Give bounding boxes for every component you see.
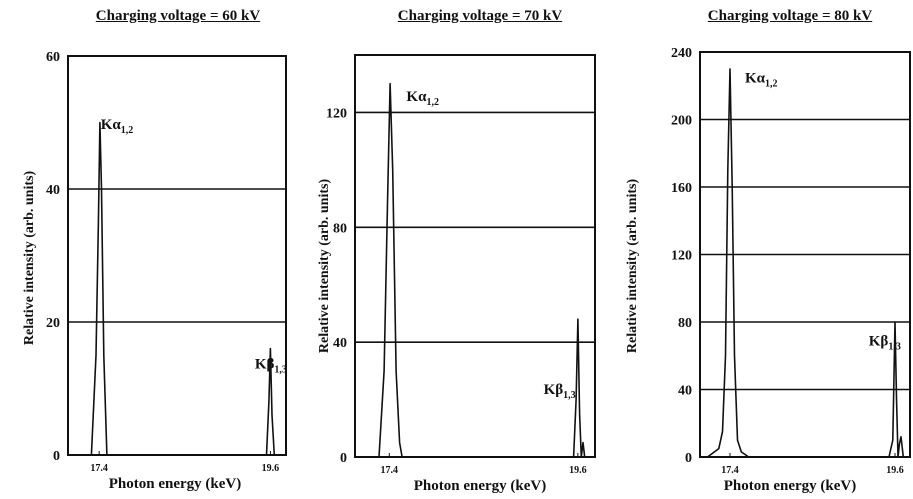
y-tick-label: 80 <box>333 221 347 236</box>
peak-label: Kα1,2 <box>745 70 778 89</box>
y-tick-label: 0 <box>685 451 692 466</box>
peak-label: Kβ1,3 <box>255 357 287 376</box>
x-tick-label: 17.4 <box>90 463 108 474</box>
spectrum-line <box>707 68 907 458</box>
peak-label: Kα1,2 <box>101 117 134 136</box>
x-tick-label: 17.4 <box>721 465 739 476</box>
x-tick-label: 19.6 <box>569 465 587 476</box>
y-tick-label: 60 <box>46 50 60 65</box>
chart-panel-70kv: Charging voltage = 70 kV Relative intens… <box>305 0 605 499</box>
x-tick-label: 19.6 <box>886 465 904 476</box>
plot-frame <box>67 55 287 456</box>
y-tick-label: 120 <box>671 249 692 264</box>
chart-title: Charging voltage = 60 kV <box>95 8 261 24</box>
y-tick-label: 120 <box>326 106 347 121</box>
y-tick-label: 20 <box>46 316 60 331</box>
y-tick-label: 240 <box>671 46 692 61</box>
chart-title: Charging voltage = 80 kV <box>707 8 873 24</box>
y-tick-label: 40 <box>333 336 347 351</box>
plot-area: 0 40 80 120 17.4 19.6 Kα1,2 Kβ1,3 <box>326 54 596 476</box>
x-tick-label: 17.4 <box>381 465 399 476</box>
x-tick-label: 19.6 <box>262 463 280 474</box>
peak-label: Kα1,2 <box>406 89 439 108</box>
peak-label: Kβ1,3 <box>869 334 901 353</box>
y-tick-label: 0 <box>53 449 60 464</box>
y-tick-label: 0 <box>340 451 347 466</box>
plot-area: 0 20 40 60 17.4 19.6 Kα1,2 Kβ1,3 <box>46 50 287 474</box>
spectrum-line <box>90 121 276 456</box>
chart-title: Charging voltage = 70 kV <box>397 8 563 24</box>
chart-panel-80kv: Charging voltage = 80 kV Relative intens… <box>615 0 913 499</box>
peak-label: Kβ1,3 <box>544 382 576 401</box>
x-axis-label: Photon energy (keV) <box>108 476 242 492</box>
y-tick-label: 40 <box>46 183 60 198</box>
x-axis-label: Photon energy (keV) <box>723 478 857 494</box>
plot-area: 0 40 80 120 160 200 240 17.4 19.6 Kα1,2 Kβ1,3 <box>671 46 911 476</box>
y-tick-label: 160 <box>671 181 692 196</box>
x-axis-label: Photon energy (keV) <box>413 478 547 494</box>
y-tick-label: 200 <box>671 114 692 129</box>
y-tick-label: 40 <box>678 384 692 399</box>
chart-panel-60kv: Charging voltage = 60 kV Relative intens… <box>0 0 300 499</box>
spectrum-line <box>378 82 587 458</box>
y-tick-label: 80 <box>678 316 692 331</box>
